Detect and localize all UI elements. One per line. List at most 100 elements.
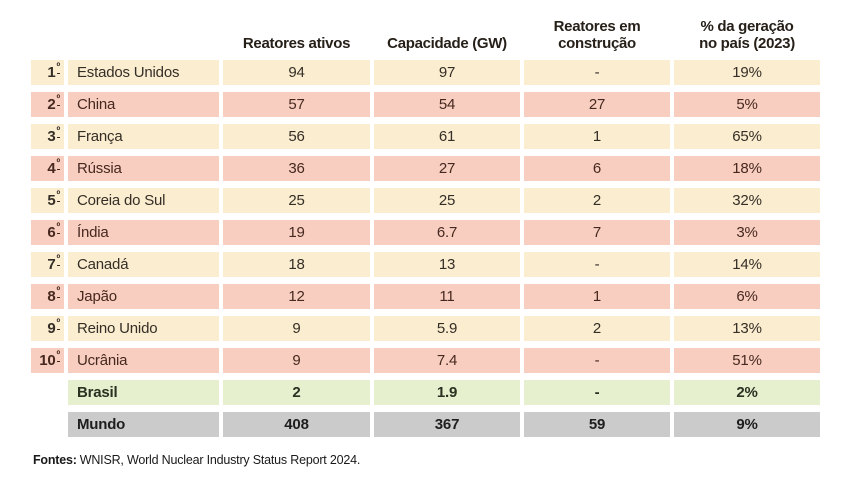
table-row: Mundo 408 367 59 9% xyxy=(31,412,820,437)
share-cell: 18% xyxy=(674,156,820,181)
rank-cell: 10 º xyxy=(31,348,64,373)
nuclear-reactors-table: Reatores ativos Capacidade (GW) Reatores… xyxy=(31,8,820,444)
column-header-under-construction: Reatores em construção xyxy=(553,18,641,52)
country-cell: Rússia xyxy=(68,156,219,181)
capacity-cell: 25 xyxy=(374,188,520,213)
ordinal-indicator: º xyxy=(56,61,60,75)
capacity-cell: 61 xyxy=(374,124,520,149)
ordinal-indicator: º xyxy=(56,349,60,363)
rank-cell xyxy=(31,412,64,437)
table-row: 4 º Rússia 36 27 6 18% xyxy=(31,156,820,181)
construction-cell: 2 xyxy=(524,316,670,341)
source-label: Fontes: xyxy=(33,453,77,467)
ordinal-indicator: º xyxy=(56,285,60,299)
table-body: 1 º Estados Unidos 94 97-19% 2 º China 57 54 27 5% 3… xyxy=(31,60,820,437)
active-cell: 2 xyxy=(223,380,370,405)
table-row: 6 º Índia 19 6.7 7 3% xyxy=(31,220,820,245)
active-cell: 12 xyxy=(223,284,370,309)
table-row: 5 º Coreia do Sul 25 25 2 32% xyxy=(31,188,820,213)
share-cell: 19% xyxy=(674,60,820,85)
construction-cell: 7 xyxy=(524,220,670,245)
table-header-row: Reatores ativos Capacidade (GW) Reatores… xyxy=(31,8,820,54)
table-row: 7 º Canadá 18 13-14% xyxy=(31,252,820,277)
ordinal-indicator: º xyxy=(56,317,60,331)
active-cell: 25 xyxy=(223,188,370,213)
construction-cell: 1 xyxy=(524,124,670,149)
share-cell: 2% xyxy=(674,380,820,405)
share-cell: 6% xyxy=(674,284,820,309)
share-cell: 65% xyxy=(674,124,820,149)
capacity-cell: 5.9 xyxy=(374,316,520,341)
table-row: 1 º Estados Unidos 94 97-19% xyxy=(31,60,820,85)
table-row: 10 º Ucrânia 9 7.4-51% xyxy=(31,348,820,373)
active-cell: 19 xyxy=(223,220,370,245)
capacity-cell: 27 xyxy=(374,156,520,181)
share-cell: 32% xyxy=(674,188,820,213)
country-cell: Estados Unidos xyxy=(68,60,219,85)
capacity-cell: 1.9 xyxy=(374,380,520,405)
country-cell: Coreia do Sul xyxy=(68,188,219,213)
country-cell: Índia xyxy=(68,220,219,245)
construction-cell: 27 xyxy=(524,92,670,117)
capacity-cell: 97 xyxy=(374,60,520,85)
active-cell: 57 xyxy=(223,92,370,117)
rank-cell xyxy=(31,380,64,405)
capacity-cell: 11 xyxy=(374,284,520,309)
table-row: 8 º Japão 12 11 1 6% xyxy=(31,284,820,309)
construction-cell: 59 xyxy=(524,412,670,437)
active-cell: 36 xyxy=(223,156,370,181)
table-row: 2 º China 57 54 27 5% xyxy=(31,92,820,117)
column-header-country xyxy=(68,52,219,54)
share-cell: 13% xyxy=(674,316,820,341)
country-cell: Japão xyxy=(68,284,219,309)
construction-cell: - xyxy=(524,252,670,277)
active-cell: 9 xyxy=(223,348,370,373)
construction-cell: - xyxy=(524,380,670,405)
country-cell: Ucrânia xyxy=(68,348,219,373)
active-cell: 94 xyxy=(223,60,370,85)
source-text: WNISR, World Nuclear Industry Status Rep… xyxy=(79,453,361,467)
share-cell: 3% xyxy=(674,220,820,245)
source-note: Fontes: WNISR, World Nuclear Industry Sta… xyxy=(33,453,360,467)
table-row: 3 º França 56 61 1 65% xyxy=(31,124,820,149)
capacity-cell: 54 xyxy=(374,92,520,117)
capacity-cell: 6.7 xyxy=(374,220,520,245)
country-cell: Reino Unido xyxy=(68,316,219,341)
construction-cell: 1 xyxy=(524,284,670,309)
table-row: Brasil 2 1.9-2% xyxy=(31,380,820,405)
column-header-rank xyxy=(31,52,64,54)
ordinal-indicator: º xyxy=(56,93,60,107)
column-header-active-reactors: Reatores ativos xyxy=(242,35,351,52)
construction-cell: - xyxy=(524,60,670,85)
table-row: 9 º Reino Unido 9 5.9 2 13% xyxy=(31,316,820,341)
country-cell: França xyxy=(68,124,219,149)
share-cell: 9% xyxy=(674,412,820,437)
active-cell: 408 xyxy=(223,412,370,437)
ordinal-indicator: º xyxy=(56,253,60,267)
capacity-cell: 7.4 xyxy=(374,348,520,373)
country-cell: China xyxy=(68,92,219,117)
share-cell: 51% xyxy=(674,348,820,373)
country-cell: Mundo xyxy=(68,412,219,437)
construction-cell: 2 xyxy=(524,188,670,213)
country-cell: Brasil xyxy=(68,380,219,405)
country-cell: Canadá xyxy=(68,252,219,277)
share-cell: 14% xyxy=(674,252,820,277)
ordinal-indicator: º xyxy=(56,157,60,171)
construction-cell: 6 xyxy=(524,156,670,181)
active-cell: 9 xyxy=(223,316,370,341)
column-header-capacity: Capacidade (GW) xyxy=(387,35,507,52)
active-cell: 56 xyxy=(223,124,370,149)
ordinal-indicator: º xyxy=(56,125,60,139)
capacity-cell: 13 xyxy=(374,252,520,277)
